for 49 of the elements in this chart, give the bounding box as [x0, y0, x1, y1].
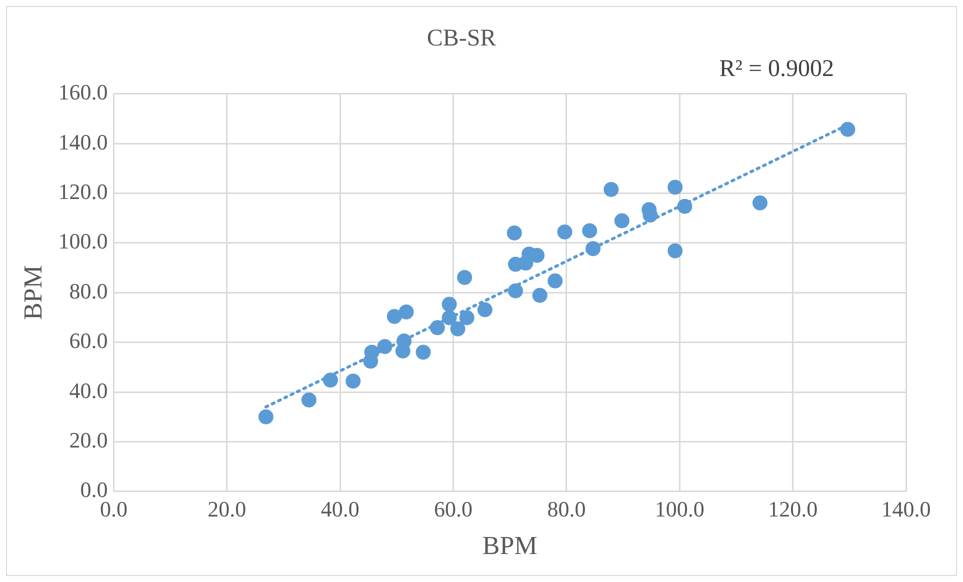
- point: [442, 296, 457, 312]
- point: [386, 308, 402, 324]
- point: [301, 392, 316, 408]
- point: [582, 223, 598, 238]
- x-tick-label: 140.0: [881, 496, 931, 522]
- point: [508, 283, 524, 298]
- point: [346, 374, 361, 389]
- point: [668, 243, 683, 258]
- point: [457, 270, 472, 285]
- point: [586, 241, 601, 256]
- y-tick-label: 80.0: [69, 278, 108, 304]
- point: [614, 213, 630, 228]
- point: [398, 304, 414, 320]
- x-axis-title: BPM: [482, 531, 538, 560]
- point: [557, 224, 572, 240]
- text: R² = 0.9002: [719, 56, 834, 82]
- point: [668, 180, 683, 195]
- point: [442, 310, 457, 326]
- point: [604, 182, 619, 197]
- point: [430, 320, 445, 336]
- x-tick-label: 60.0: [434, 496, 473, 522]
- x-tick-label: 80.0: [547, 496, 586, 522]
- point: [450, 321, 466, 336]
- point: [506, 225, 522, 240]
- y-tick-label: 160.0: [58, 80, 108, 105]
- point: [395, 344, 410, 358]
- point: [258, 409, 274, 424]
- y-axis-title: BPM: [18, 265, 48, 320]
- point: [477, 302, 492, 318]
- x-tick-label: 120.0: [768, 496, 818, 522]
- point: [459, 310, 474, 326]
- point: [677, 198, 692, 214]
- chart-title: CB-SR: [426, 26, 496, 52]
- y-tick-label: 20.0: [69, 427, 108, 452]
- point: [548, 273, 563, 288]
- point: [322, 372, 338, 388]
- point: [840, 122, 856, 137]
- point: [416, 344, 431, 360]
- x-tick-label: 20.0: [208, 496, 246, 522]
- y-tick-label: 120.0: [58, 178, 108, 204]
- point: [752, 195, 768, 210]
- x-tick-label: 100.0: [654, 496, 704, 522]
- point: [377, 339, 392, 354]
- x-tick-label: 40.0: [320, 496, 360, 522]
- y-tick-label: 40.0: [69, 378, 108, 403]
- point: [532, 288, 548, 303]
- y-tick-label: 140.0: [58, 129, 108, 154]
- y-tick-label: 100.0: [58, 228, 108, 254]
- y-tick-label: 60.0: [69, 328, 108, 354]
